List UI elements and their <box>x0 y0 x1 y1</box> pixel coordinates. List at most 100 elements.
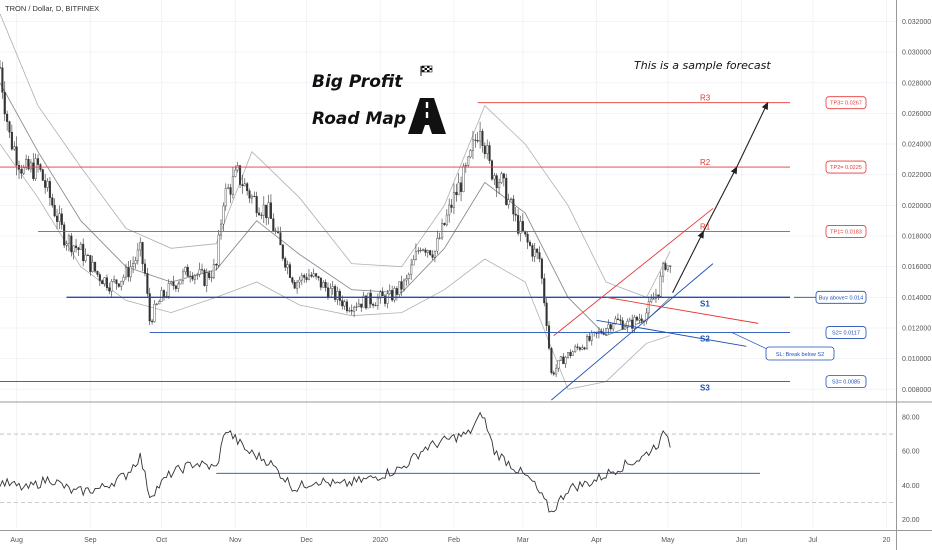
candle <box>498 182 501 189</box>
candle <box>272 218 275 232</box>
candle <box>338 291 341 301</box>
time-tick-label: Aug <box>10 537 23 544</box>
symbol-header: TRON / Dollar, D, BITFINEX <box>5 4 99 13</box>
candle <box>512 198 515 215</box>
price-tick-label: 0.012000 <box>902 325 931 332</box>
candle <box>483 145 486 155</box>
candle <box>322 282 325 288</box>
candle <box>602 332 605 335</box>
level-box-text-r3: TP3= 0.0267 <box>830 101 862 107</box>
candle <box>262 204 265 216</box>
candle <box>60 213 63 225</box>
candle <box>193 275 196 280</box>
candle <box>303 275 306 278</box>
candle <box>203 269 206 286</box>
candle <box>612 323 615 330</box>
moving-average <box>0 82 671 337</box>
candle <box>84 254 87 262</box>
candle <box>229 187 232 195</box>
candle <box>464 165 467 167</box>
candle <box>298 279 301 283</box>
candle <box>91 261 94 272</box>
level-box-s3 <box>825 375 867 389</box>
candle <box>533 248 536 257</box>
forecast-arrow <box>672 230 704 293</box>
candle <box>227 187 230 189</box>
candle <box>586 336 589 350</box>
candle <box>210 277 213 279</box>
candle <box>172 281 175 287</box>
candle <box>34 158 37 179</box>
candle <box>438 237 441 239</box>
candle <box>369 292 372 305</box>
candle <box>517 215 520 234</box>
candle <box>521 221 524 232</box>
level-box-r3 <box>825 96 867 110</box>
candle <box>386 293 389 304</box>
time-tick-label: Mar <box>517 537 530 544</box>
candle <box>626 320 629 327</box>
candle <box>98 274 101 281</box>
candle <box>174 285 177 289</box>
time-tick-label: Feb <box>448 537 460 544</box>
level-box-r1 <box>825 225 867 238</box>
candle <box>224 188 227 207</box>
candle <box>167 283 170 297</box>
candle <box>566 352 570 358</box>
candle <box>170 281 173 284</box>
candle <box>103 277 106 285</box>
candle <box>581 347 584 350</box>
candle <box>422 249 425 251</box>
candle <box>29 162 32 170</box>
candle <box>479 130 482 142</box>
candle <box>476 140 479 142</box>
candle <box>8 121 11 133</box>
candle <box>113 279 116 282</box>
candle <box>32 162 35 179</box>
candle <box>631 319 634 329</box>
candle <box>395 288 398 295</box>
candle <box>63 224 66 246</box>
candle <box>189 275 192 277</box>
candle <box>540 258 543 279</box>
candle <box>462 165 465 192</box>
candle <box>500 173 503 183</box>
candle <box>616 318 619 320</box>
candle <box>96 270 99 275</box>
candle <box>243 183 246 187</box>
candle <box>398 281 401 295</box>
candle <box>557 360 560 369</box>
candle <box>139 242 142 251</box>
bollinger-upper <box>0 13 671 298</box>
candle <box>393 288 396 301</box>
title-line2: Road Map <box>312 109 406 129</box>
candle <box>526 234 529 243</box>
candle <box>481 130 484 146</box>
level-label-r2: R2 <box>700 158 711 167</box>
time-tick-label: 20 <box>883 537 891 544</box>
candle <box>433 250 436 258</box>
candle <box>381 291 384 297</box>
candle <box>212 263 215 278</box>
candle <box>162 290 166 297</box>
candle <box>305 277 308 280</box>
candle <box>417 250 420 252</box>
candle <box>334 286 337 300</box>
candle <box>638 318 641 321</box>
candle <box>177 283 180 289</box>
time-tick-label: Sep <box>84 537 97 544</box>
candle <box>562 356 565 365</box>
price-tick-label: 0.032000 <box>902 19 931 26</box>
candle <box>300 275 303 281</box>
candle <box>41 169 44 181</box>
candle <box>148 293 151 322</box>
candle <box>281 244 284 259</box>
candle <box>550 348 553 373</box>
candle <box>108 287 111 292</box>
candle <box>153 304 156 323</box>
candle <box>67 235 70 244</box>
candle <box>583 347 586 350</box>
candle <box>124 267 127 278</box>
candle <box>15 146 18 166</box>
